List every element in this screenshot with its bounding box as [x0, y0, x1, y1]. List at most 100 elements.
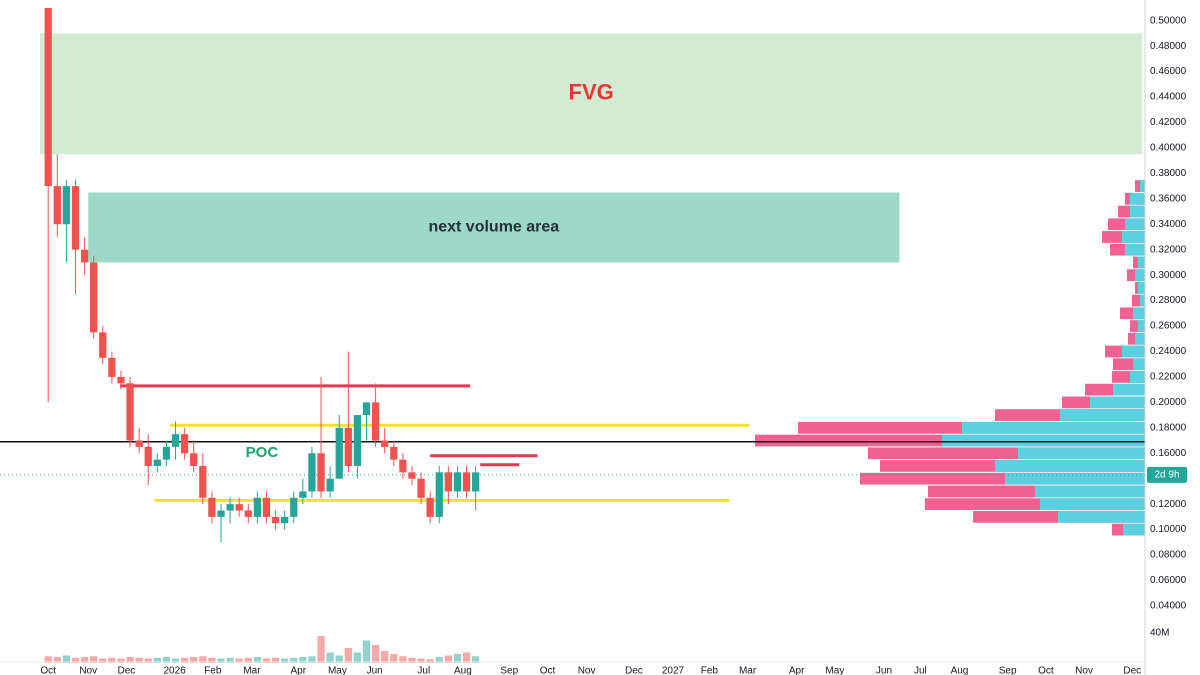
volume-bar	[135, 657, 143, 663]
candle-body	[435, 472, 443, 517]
candle-body	[126, 383, 134, 441]
volume-bar	[462, 652, 471, 663]
x-tick-label: Nov	[1075, 666, 1093, 675]
volume-bar	[344, 648, 352, 663]
y-tick-label: 0.40000	[1150, 143, 1187, 154]
volume-bar	[244, 657, 252, 663]
candle-body	[108, 357, 116, 377]
y-tick-label: 0.22000	[1150, 372, 1187, 383]
volume-bar	[226, 657, 234, 663]
profile-up	[1005, 472, 1145, 485]
y-tick-label: 0.04000	[1150, 601, 1187, 612]
volume-bar	[472, 656, 480, 663]
candle-body	[271, 516, 280, 524]
candle-body	[281, 516, 289, 524]
volume-bar	[171, 658, 180, 663]
profile-up	[1133, 307, 1145, 320]
x-tick-label: Jun	[367, 666, 383, 675]
x-tick-label: 2026	[163, 666, 186, 675]
countdown-badge	[1147, 466, 1187, 483]
x-tick-label: Jul	[914, 666, 927, 675]
candle-body	[390, 446, 398, 460]
y-tick-label: 0.24000	[1150, 346, 1187, 357]
volume-bar	[190, 657, 198, 663]
x-tick-label: Feb	[701, 666, 719, 675]
volume-bar	[126, 657, 134, 663]
candle-body	[171, 434, 180, 447]
volume-bar	[290, 657, 298, 663]
volume-bar	[335, 655, 343, 663]
volume-bar	[253, 657, 262, 663]
profile-up	[1130, 205, 1145, 218]
y-tick-label: 0.28000	[1150, 295, 1187, 306]
y-tick-label: 0.50000	[1150, 15, 1187, 26]
x-tick-label: Mar	[739, 666, 757, 675]
profile-up	[1060, 409, 1145, 421]
volume-bar	[308, 656, 316, 663]
candle-body	[262, 497, 271, 517]
candle-body	[244, 510, 252, 517]
y-tick-label: 0.34000	[1150, 219, 1187, 230]
y-tick-label: 0.32000	[1150, 244, 1187, 255]
y-tick-label: 0.18000	[1150, 422, 1187, 433]
volume-bar	[435, 657, 443, 663]
volume-bar	[281, 658, 289, 663]
volume-bar	[408, 657, 416, 663]
x-tick-label: Sep	[500, 666, 518, 675]
volume-bar	[162, 657, 171, 663]
candle-body	[353, 415, 362, 466]
x-tick-label: Dec	[118, 666, 136, 675]
candle-body	[408, 472, 416, 479]
x-tick-label: Dec	[625, 666, 643, 675]
candle-body	[99, 332, 107, 358]
candle-body	[326, 478, 334, 492]
profile-up	[1018, 447, 1145, 460]
profile-total	[925, 498, 1145, 511]
y-tick-label: 0.42000	[1150, 117, 1187, 128]
candle-body	[335, 427, 343, 479]
profile-up	[1130, 192, 1145, 205]
candle-body	[180, 434, 189, 454]
x-tick-label: Oct	[540, 666, 556, 675]
profile-up	[1130, 371, 1145, 383]
x-tick-label: 2027	[662, 666, 685, 675]
volume-bar	[317, 636, 325, 663]
profile-up	[1140, 180, 1145, 192]
candle-body	[226, 504, 234, 511]
volume-tick-label: 40M	[1150, 628, 1169, 639]
candle-body	[462, 472, 471, 492]
volume-bar	[108, 657, 116, 663]
volume-bar	[117, 658, 125, 663]
y-tick-label: 0.48000	[1150, 41, 1187, 52]
profile-up	[1090, 396, 1145, 409]
profile-up	[1122, 345, 1145, 358]
price-axis	[1145, 0, 1200, 675]
profile-up	[942, 434, 1145, 447]
volume-bar	[53, 657, 61, 663]
zone-label: FVG	[569, 80, 614, 105]
volume-bar	[426, 659, 434, 663]
x-tick-label: Mar	[243, 666, 261, 675]
candle-body	[90, 262, 98, 333]
y-tick-label: 0.08000	[1150, 550, 1187, 561]
candle-body	[426, 497, 434, 517]
volume-bar	[271, 657, 280, 663]
x-tick-label: Apr	[291, 666, 307, 675]
candle-body	[80, 249, 89, 263]
y-tick-label: 0.26000	[1150, 321, 1187, 332]
volume-bar	[199, 656, 207, 663]
x-tick-label: May	[825, 666, 844, 675]
volume-bar	[353, 652, 362, 663]
volume-bar	[326, 652, 334, 663]
x-tick-label: Dec	[1123, 666, 1141, 675]
volume-bar	[180, 657, 189, 663]
volume-bar	[71, 657, 80, 663]
volume-bar	[362, 640, 371, 663]
profile-up	[962, 421, 1145, 434]
x-tick-label: Aug	[951, 666, 969, 675]
poc-label: POC	[246, 444, 279, 461]
volume-bar	[90, 656, 98, 663]
candle-body	[135, 440, 143, 447]
candle-body	[117, 376, 125, 384]
profile-up	[1123, 523, 1145, 536]
